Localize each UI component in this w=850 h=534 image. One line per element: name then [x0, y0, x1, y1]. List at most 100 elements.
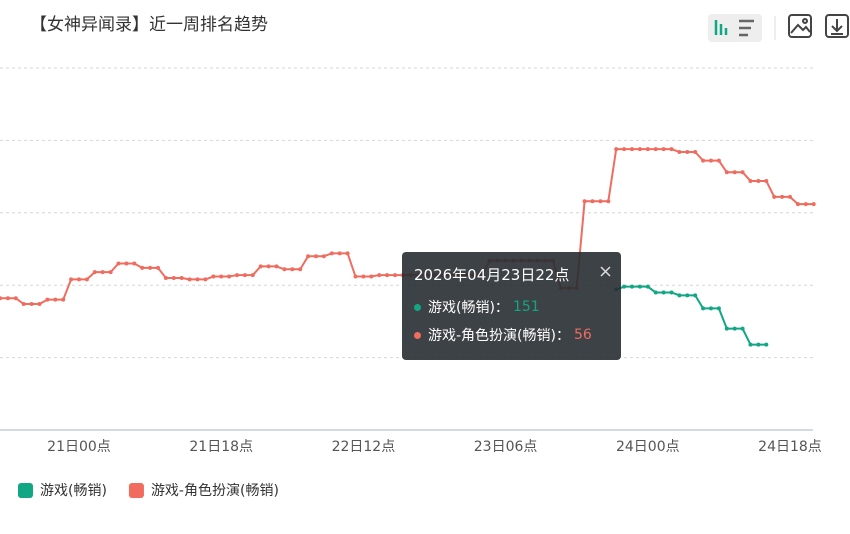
- point: [811, 202, 816, 207]
- point: [701, 306, 706, 311]
- point: [195, 277, 200, 282]
- tooltip-value: 151: [512, 299, 540, 315]
- point: [772, 194, 777, 199]
- point: [171, 275, 176, 280]
- point: [590, 199, 595, 204]
- point: [582, 199, 587, 204]
- point: [53, 297, 58, 302]
- point: [274, 264, 279, 269]
- point: [377, 273, 382, 278]
- point: [645, 147, 650, 152]
- point: [321, 254, 326, 259]
- point: [630, 147, 634, 152]
- point: [606, 199, 611, 204]
- point: [13, 296, 18, 301]
- point: [669, 147, 674, 152]
- point: [29, 302, 34, 307]
- point: [764, 342, 769, 347]
- point: [124, 261, 129, 266]
- x-tick-label: 22日12点: [332, 439, 396, 455]
- point: [716, 306, 721, 311]
- point: [709, 158, 713, 163]
- point: [290, 267, 295, 272]
- legend-label: 游戏(畅销): [40, 483, 107, 499]
- point: [661, 147, 666, 152]
- point: [780, 194, 785, 199]
- point: [756, 178, 761, 183]
- point: [637, 284, 642, 289]
- point: [242, 273, 247, 278]
- legend-swatch: [18, 483, 33, 498]
- point: [337, 251, 342, 256]
- point: [693, 293, 698, 298]
- x-tick-label: 24日18点: [758, 439, 822, 455]
- point: [385, 273, 390, 278]
- legend-swatch: [128, 483, 144, 498]
- x-tick-label: 23日06点: [474, 439, 538, 455]
- point: [732, 170, 737, 175]
- point: [630, 284, 634, 289]
- point: [685, 149, 690, 154]
- point: [69, 277, 74, 282]
- point: [45, 297, 50, 302]
- point: [227, 274, 232, 279]
- tooltip-close[interactable]: [600, 266, 611, 277]
- point: [282, 267, 287, 272]
- point: [685, 293, 690, 298]
- series: [614, 284, 769, 347]
- point: [740, 170, 745, 175]
- point: [77, 277, 81, 282]
- point: [187, 277, 192, 282]
- point: [140, 265, 145, 270]
- point: [393, 273, 397, 278]
- point: [5, 296, 10, 301]
- point: [693, 149, 698, 154]
- point: [677, 149, 682, 154]
- tooltip-value: 56: [573, 327, 592, 343]
- x-tick-label: 21日18点: [189, 439, 253, 455]
- point: [314, 254, 318, 259]
- point: [740, 326, 745, 331]
- point: [653, 147, 658, 152]
- point: [724, 170, 729, 175]
- x-tick-label: 21日00点: [47, 439, 111, 455]
- point: [622, 147, 627, 152]
- point: [92, 270, 97, 275]
- point: [756, 342, 761, 347]
- point: [84, 277, 89, 282]
- tooltip-title: 2026年04月23日22点: [414, 266, 570, 284]
- point: [179, 275, 184, 280]
- point: [614, 147, 619, 152]
- point: [701, 158, 706, 163]
- point: [353, 274, 358, 279]
- point: [677, 293, 682, 298]
- point: [61, 297, 66, 302]
- point: [716, 158, 721, 163]
- point: [219, 274, 224, 279]
- point: [37, 302, 42, 307]
- point: [148, 265, 153, 270]
- point: [266, 264, 271, 269]
- line: [615, 285, 767, 346]
- point: [298, 267, 303, 272]
- tooltip-label: 游戏-角色扮演(畅销)：: [428, 328, 570, 344]
- point: [361, 274, 366, 279]
- image-button[interactable]: [788, 14, 812, 38]
- tooltip-row: 游戏-角色扮演(畅销)： 56: [414, 325, 609, 345]
- point: [803, 202, 808, 207]
- toolbar: [708, 14, 849, 42]
- legend-label: 游戏-角色扮演(畅销): [151, 482, 279, 499]
- point: [788, 194, 792, 199]
- point: [653, 290, 658, 295]
- legend: 游戏(畅销) 游戏-角色扮演(畅销): [18, 482, 279, 499]
- point: [709, 306, 713, 311]
- point: [211, 274, 216, 279]
- point: [764, 178, 769, 183]
- point: [0, 296, 2, 301]
- download-button[interactable]: [825, 14, 849, 38]
- point: [100, 270, 105, 275]
- point: [163, 275, 168, 280]
- point: [748, 342, 753, 347]
- point: [622, 284, 627, 289]
